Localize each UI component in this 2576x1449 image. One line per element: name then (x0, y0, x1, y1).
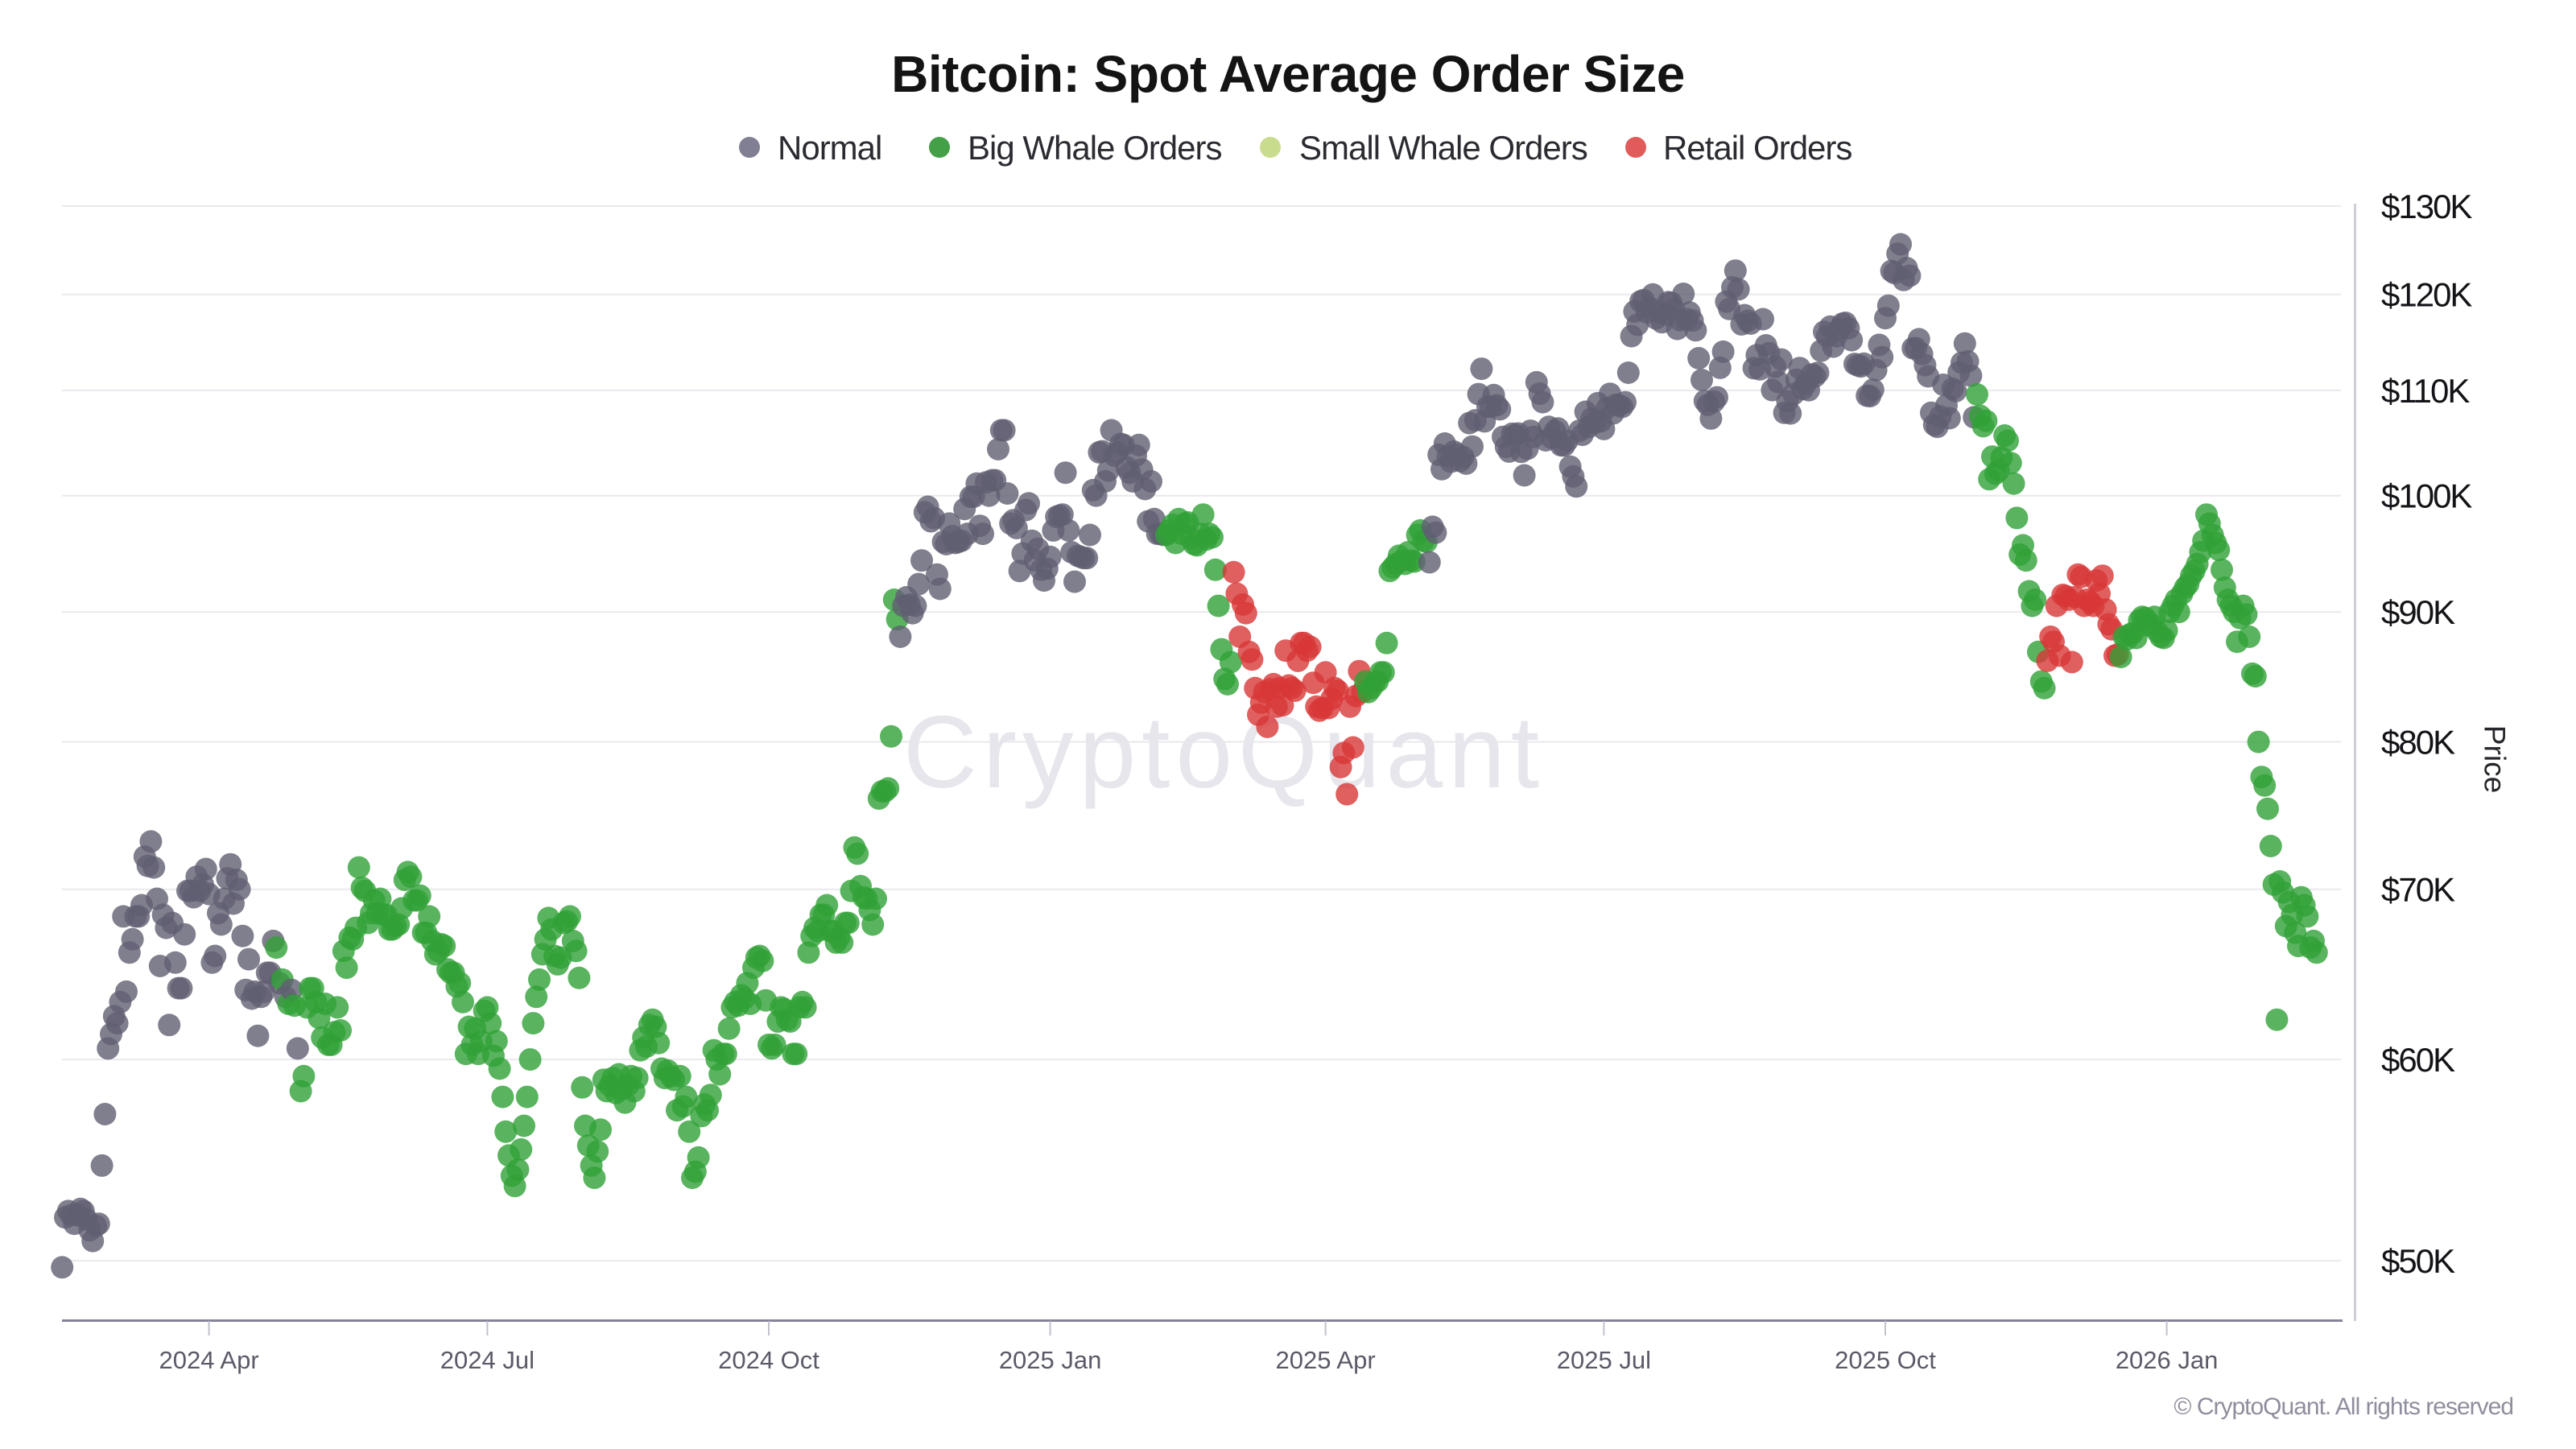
svg-text:$100K: $100K (2381, 477, 2472, 515)
svg-text:2025 Oct: 2025 Oct (1835, 1346, 1936, 1374)
svg-text:$70K: $70K (2381, 871, 2455, 909)
svg-text:Price: Price (2479, 725, 2512, 793)
svg-text:2026 Jan: 2026 Jan (2116, 1346, 2219, 1374)
svg-text:2024 Apr: 2024 Apr (159, 1346, 259, 1374)
svg-text:$60K: $60K (2381, 1041, 2455, 1079)
svg-text:$90K: $90K (2381, 593, 2455, 631)
svg-text:$110K: $110K (2381, 372, 2470, 410)
svg-text:2024 Oct: 2024 Oct (718, 1346, 819, 1374)
svg-text:Bitcoin: Spot Average Order Si: Bitcoin: Spot Average Order Size (891, 45, 1685, 103)
svg-text:Small Whale Orders: Small Whale Orders (1299, 129, 1587, 167)
svg-text:2024 Jul: 2024 Jul (440, 1346, 535, 1374)
svg-text:© CryptoQuant. All rights rese: © CryptoQuant. All rights reserved (2174, 1393, 2513, 1420)
svg-text:Normal: Normal (778, 129, 881, 167)
svg-text:2025 Apr: 2025 Apr (1276, 1346, 1376, 1374)
svg-text:2025 Jan: 2025 Jan (999, 1346, 1102, 1374)
svg-text:Big Whale Orders: Big Whale Orders (968, 129, 1221, 167)
svg-text:Retail Orders: Retail Orders (1663, 129, 1852, 167)
svg-text:2025 Jul: 2025 Jul (1557, 1346, 1651, 1374)
svg-text:$120K: $120K (2381, 276, 2472, 314)
svg-text:$50K: $50K (2381, 1242, 2455, 1280)
svg-text:$80K: $80K (2381, 724, 2455, 762)
svg-text:CryptoQuant: CryptoQuant (903, 695, 1545, 809)
svg-text:$130K: $130K (2381, 188, 2472, 225)
